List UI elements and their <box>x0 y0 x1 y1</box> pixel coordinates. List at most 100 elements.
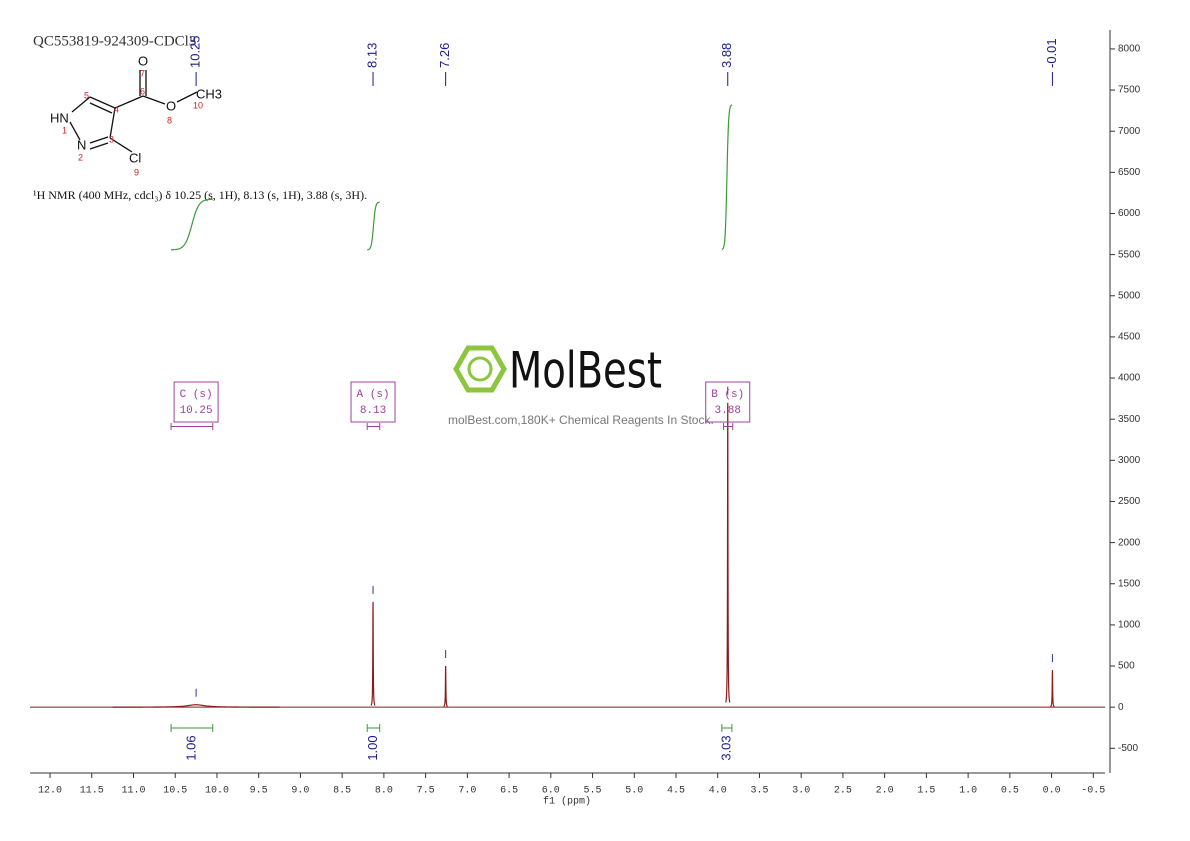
x-tick-label: 2.0 <box>876 786 894 797</box>
atom-number: 4 <box>114 104 119 114</box>
multiplet-shift: 10.25 <box>180 405 213 417</box>
multiplet-shift: 8.13 <box>360 405 386 417</box>
atom-number: 1 <box>62 125 67 135</box>
peak-label: 8.13 <box>364 43 379 68</box>
multiplet-box <box>350 381 396 423</box>
x-tick-label: 0.0 <box>1043 786 1061 797</box>
atom-label: O <box>166 98 176 113</box>
x-axis-label: f1 (ppm) <box>543 796 591 808</box>
spectrum-peak <box>370 601 376 706</box>
atom-label: N <box>77 137 86 152</box>
y-tick-label: 7500 <box>1118 85 1141 96</box>
multiplet-shift: 3.88 <box>715 405 741 417</box>
y-tick-label: 5000 <box>1118 290 1141 301</box>
watermark-logo <box>467 356 493 382</box>
x-tick-label: 11.0 <box>121 786 145 797</box>
peak-label: -0.01 <box>1044 38 1059 68</box>
watermark-tagline: molBest.com,180K+ Chemical Reagents In S… <box>448 413 714 427</box>
x-tick-label: 4.5 <box>667 786 685 797</box>
atom-label: Cl <box>129 150 141 165</box>
multiplet-box <box>705 381 751 423</box>
multiplet-label: C (s) <box>180 389 213 401</box>
integral-curve <box>367 201 380 251</box>
atom-number: 3 <box>109 134 114 144</box>
x-tick-label: 12.0 <box>38 786 62 797</box>
multiplet-box <box>173 381 219 423</box>
peak-label: 7.26 <box>437 43 452 68</box>
y-tick-label: 1500 <box>1118 578 1141 589</box>
multiplet-range <box>366 423 381 430</box>
x-tick-label: 11.5 <box>80 786 104 797</box>
peak-label: 10.25 <box>188 35 203 68</box>
spectrum-peak <box>725 402 731 703</box>
x-tick-label: 5.5 <box>584 786 602 797</box>
x-tick-label: 7.5 <box>417 786 435 797</box>
x-tick-label: 1.0 <box>959 786 977 797</box>
integral-curve <box>721 104 733 251</box>
x-tick-label: 9.0 <box>291 786 309 797</box>
x-tick-label: 8.0 <box>375 786 393 797</box>
y-tick-label: -500 <box>1118 743 1138 754</box>
x-tick-label: 4.0 <box>709 786 727 797</box>
y-tick-label: 5500 <box>1118 249 1141 260</box>
molecule-numbers: 1 2 3 4 5 6 7 8 9 10 <box>62 68 203 177</box>
y-tick-label: 3000 <box>1118 455 1141 466</box>
atom-number: 8 <box>167 115 172 125</box>
multiplet-label: A (s) <box>357 389 390 401</box>
atom-label: CH3 <box>196 86 222 101</box>
x-tick-label: -0.5 <box>1081 786 1105 797</box>
y-tick-label: 2000 <box>1118 537 1141 548</box>
x-tick-label: 1.5 <box>917 786 935 797</box>
y-tick-label: 3500 <box>1118 414 1141 425</box>
chart-title: QC553819-924309-CDCl3 <box>33 33 196 49</box>
atom-number: 5 <box>84 90 89 100</box>
y-tick-label: 6000 <box>1118 208 1141 219</box>
integral-label: 1.06 <box>183 735 198 760</box>
y-tick-label: 4000 <box>1118 373 1141 384</box>
x-tick-label: 3.0 <box>792 786 810 797</box>
atom-number: 10 <box>193 100 203 110</box>
multiplet-range <box>723 423 734 430</box>
integral-label: 3.03 <box>718 735 733 760</box>
y-tick-label: 500 <box>1118 661 1135 672</box>
watermark-brand: MolBest <box>509 342 662 400</box>
y-tick-label: 7000 <box>1118 126 1141 137</box>
integral-bracket <box>366 724 381 732</box>
x-tick-label: 10.0 <box>205 786 229 797</box>
atom-number: 9 <box>134 167 139 177</box>
y-tick-label: 2500 <box>1118 496 1141 507</box>
atom-number: 2 <box>78 152 83 162</box>
molecule-atoms: HN N O O CH3 Cl <box>50 53 222 165</box>
x-tick-label: 3.5 <box>750 786 768 797</box>
x-tick-label: 6.0 <box>542 786 560 797</box>
molecule-bonds <box>69 70 198 153</box>
spectrum-peak <box>1050 670 1055 708</box>
atom-label: HN <box>50 110 69 125</box>
atom-label: O <box>138 53 148 68</box>
x-tick-label: 6.5 <box>500 786 518 797</box>
integral-label: 1.00 <box>365 735 380 760</box>
peak-label: 3.88 <box>719 43 734 68</box>
x-tick-label: 9.5 <box>250 786 268 797</box>
x-tick-label: 5.0 <box>625 786 643 797</box>
atom-number: 6 <box>140 86 145 96</box>
chart-subtitle: ¹H NMR (400 MHz, cdcl₃) δ 10.25 (s, 1H),… <box>33 188 367 202</box>
x-tick-label: 10.5 <box>163 786 187 797</box>
spectrum-peak <box>112 704 280 708</box>
watermark: MolBest molBest.com,180K+ Chemical Reage… <box>448 342 714 428</box>
atom-number: 7 <box>140 68 145 78</box>
multiplet-label: B (s) <box>711 389 744 401</box>
x-tick-label: 0.5 <box>1001 786 1019 797</box>
multiplet-range <box>170 423 214 430</box>
y-tick-label: 1000 <box>1118 620 1141 631</box>
integral-bracket <box>721 724 733 732</box>
integral-curve <box>171 198 213 251</box>
x-tick-label: 7.0 <box>458 786 476 797</box>
y-tick-label: 0 <box>1118 702 1124 713</box>
watermark-logo <box>453 345 507 393</box>
spectrum-peak <box>443 666 448 708</box>
x-tick-label: 8.5 <box>333 786 351 797</box>
y-tick-label: 4500 <box>1118 332 1141 343</box>
y-tick-label: 8000 <box>1118 44 1141 55</box>
